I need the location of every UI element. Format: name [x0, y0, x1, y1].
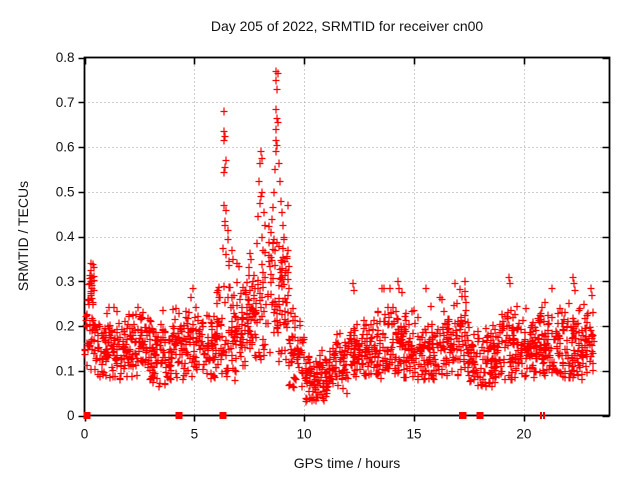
y-tick-label: 0.4 — [56, 229, 75, 244]
x-tick-label: 5 — [191, 427, 199, 442]
y-tick-label: 0.2 — [56, 319, 75, 334]
y-tick-label: 0.5 — [56, 184, 75, 199]
plot-border — [83, 56, 611, 417]
x-axis-label: GPS time / hours — [293, 455, 401, 471]
x-tick-label: 15 — [406, 427, 421, 442]
x-tick-label: 10 — [297, 427, 312, 442]
x-tick-label: 0 — [81, 427, 89, 442]
zero-flag-markers — [83, 412, 545, 419]
y-tick-label: 0 — [67, 408, 75, 423]
y-tick-label: 0.3 — [56, 274, 75, 289]
y-tick-label: 0.1 — [56, 363, 75, 378]
y-tick-label: 0.8 — [56, 50, 75, 65]
scatter-points — [81, 67, 598, 406]
chart-title: Day 205 of 2022, SRMTID for receiver cn0… — [210, 18, 484, 34]
x-tick-label: 20 — [516, 427, 531, 442]
y-tick-label: 0.6 — [56, 140, 75, 155]
y-tick-label: 0.7 — [56, 95, 75, 110]
